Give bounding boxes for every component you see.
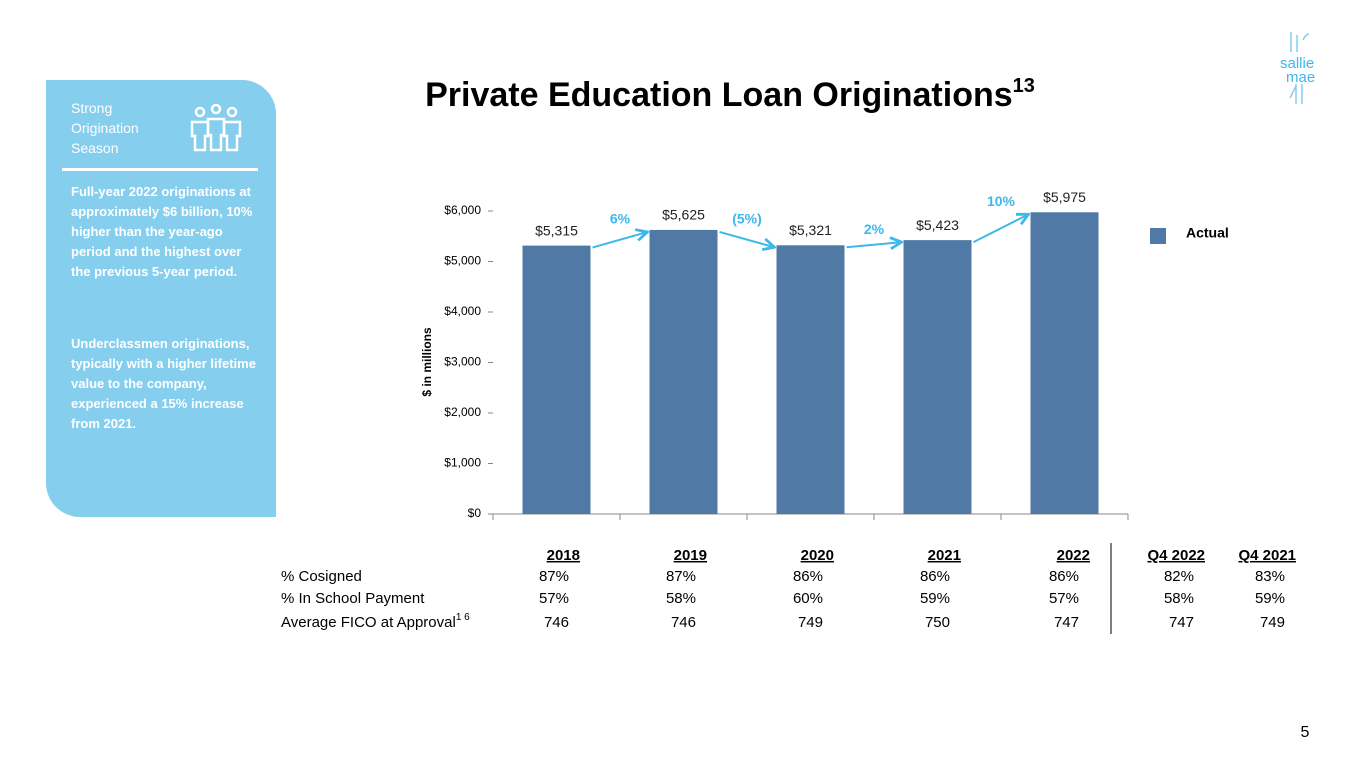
sidebar-paragraph: Underclassmen originations, typically wi… xyxy=(71,336,256,431)
row-label-text: % Cosigned xyxy=(281,568,362,585)
y-tick-label: $1,000 xyxy=(444,456,481,470)
row-label-note: 1 6 xyxy=(456,612,470,623)
table-cell: 57% xyxy=(539,590,569,607)
table-cell: 59% xyxy=(920,590,950,607)
table-cell: 747 xyxy=(1054,614,1079,631)
column-header: 2019 xyxy=(674,547,707,564)
column-header: 2021 xyxy=(928,547,961,564)
value-label: $5,423 xyxy=(916,217,959,233)
table-cell: 82% xyxy=(1164,568,1194,585)
value-label: $5,321 xyxy=(789,222,832,238)
logo-text: mae xyxy=(1286,69,1315,86)
value-label: $5,975 xyxy=(1043,189,1086,205)
bar xyxy=(649,229,718,514)
table-cell: 747 xyxy=(1169,614,1194,631)
growth-label: 2% xyxy=(864,221,885,237)
growth-arrow xyxy=(592,232,648,249)
row-label-text: Average FICO at Approval xyxy=(281,614,456,631)
y-axis-label: $ in millions xyxy=(420,327,434,397)
growth-label: 6% xyxy=(610,211,631,227)
legend-label: Actual xyxy=(1186,225,1229,241)
column-header: Q4 2021 xyxy=(1238,547,1296,564)
page-number: 5 xyxy=(1301,724,1310,741)
column-header: 2018 xyxy=(547,547,580,564)
growth-label: 10% xyxy=(987,193,1016,209)
chart-title: Private Education Loan Originations13 xyxy=(425,75,1035,114)
value-label: $5,315 xyxy=(535,222,578,238)
logo: sallie mae xyxy=(1280,32,1315,104)
table-cell: 746 xyxy=(544,614,569,631)
column-header: 2022 xyxy=(1057,547,1090,564)
bar xyxy=(522,245,591,514)
column-header: 2020 xyxy=(801,547,834,564)
bar xyxy=(903,240,972,515)
column-header: Q4 2022 xyxy=(1147,547,1205,564)
logo-text: sallie xyxy=(1280,55,1314,72)
table-cell: 749 xyxy=(798,614,823,631)
row-label-text: % In School Payment xyxy=(281,590,425,607)
table-cell: 57% xyxy=(1049,590,1079,607)
table-cell: 746 xyxy=(671,614,696,631)
table-cell: 750 xyxy=(925,614,950,631)
people-icon xyxy=(190,103,242,152)
y-tick-label: $2,000 xyxy=(444,405,481,419)
growth-arrow xyxy=(973,214,1029,244)
table-cell: 58% xyxy=(1164,590,1194,607)
bar xyxy=(776,245,845,515)
y-tick-label: $5,000 xyxy=(444,254,481,268)
growth-arrow xyxy=(719,230,775,247)
divider xyxy=(62,168,258,171)
sidebar: Strong Origination Season Full-year 2022… xyxy=(46,80,276,517)
legend-swatch xyxy=(1150,228,1166,244)
sidebar-paragraph: Full-year 2022 originations at approxima… xyxy=(71,184,253,279)
y-tick-label: $0 xyxy=(468,506,482,520)
table-cell: 86% xyxy=(920,568,950,585)
table-cell: 86% xyxy=(1049,568,1079,585)
growth-arrow xyxy=(846,242,902,247)
bar xyxy=(1030,212,1099,514)
growth-label: (5%) xyxy=(732,211,762,227)
table-cell: 87% xyxy=(539,568,569,585)
row-label: % Cosigned xyxy=(281,568,362,585)
table-cell: 87% xyxy=(666,568,696,585)
sidebar-heading: Strong Origination Season xyxy=(71,100,139,156)
title-text: Private Education Loan Originations xyxy=(425,76,1013,114)
value-label: $5,625 xyxy=(662,207,705,223)
table-cell: 83% xyxy=(1255,568,1285,585)
table-cell: 58% xyxy=(666,590,696,607)
y-tick-label: $3,000 xyxy=(444,355,481,369)
title-note: 13 xyxy=(1013,75,1035,97)
table-cell: 749 xyxy=(1260,614,1285,631)
y-tick-label: $4,000 xyxy=(444,304,481,318)
table-cell: 59% xyxy=(1255,590,1285,607)
table-cell: 86% xyxy=(793,568,823,585)
table-cell: 60% xyxy=(793,590,823,607)
logo-mark xyxy=(1290,32,1310,52)
logo-mark xyxy=(1289,84,1303,104)
row-label: Average FICO at Approval1 6 xyxy=(281,612,470,631)
y-tick-label: $6,000 xyxy=(444,203,481,217)
row-label: % In School Payment xyxy=(281,590,425,607)
